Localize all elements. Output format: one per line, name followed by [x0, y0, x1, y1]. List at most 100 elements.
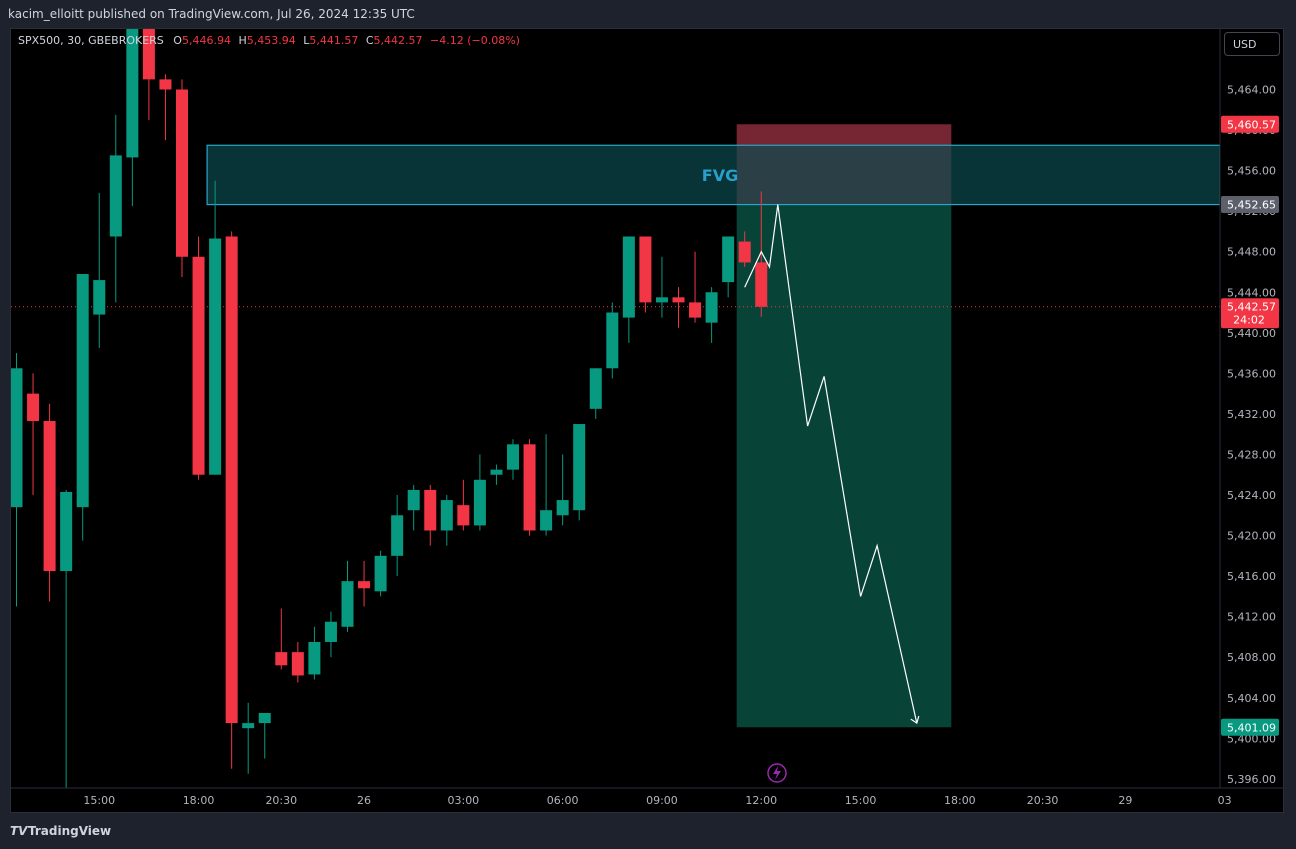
- candle-body: [192, 256, 205, 475]
- candle: [275, 608, 288, 670]
- candle: [689, 251, 702, 323]
- time-tick-label: 15:00: [845, 794, 877, 807]
- candle: [358, 560, 371, 607]
- candle-body: [556, 500, 569, 516]
- candle-body: [93, 280, 106, 315]
- candle-body: [27, 393, 40, 421]
- publisher-header: kacim_elloitt published on TradingView.c…: [0, 0, 1296, 28]
- price-tick-label: 5,448.00: [1227, 246, 1276, 259]
- price-label-badge: 5,460.57: [1221, 115, 1279, 133]
- candle-body: [11, 368, 23, 508]
- price-label-text: 5,452.65: [1227, 199, 1276, 212]
- price-tick-label: 5,464.00: [1227, 84, 1276, 97]
- candle: [573, 424, 586, 521]
- candle-body: [738, 241, 751, 263]
- time-tick-label: 20:30: [265, 794, 297, 807]
- legend-change: −4.12 (−0.08%): [430, 34, 520, 47]
- footer-brand: TradingView: [28, 824, 112, 838]
- time-tick-label: 15:00: [83, 794, 115, 807]
- candle-body: [109, 155, 122, 237]
- candle: [291, 641, 304, 683]
- candle: [705, 287, 718, 343]
- candle-body: [457, 505, 470, 526]
- candle: [93, 192, 106, 349]
- price-tick-label: 5,444.00: [1227, 286, 1276, 299]
- fvg-label: FVG: [702, 166, 738, 185]
- tradingview-logo[interactable]: TVTradingView: [10, 824, 111, 838]
- candle-body: [440, 500, 453, 531]
- candle: [639, 236, 652, 313]
- target-zone: [736, 204, 952, 728]
- time-tick-label: 29: [1118, 794, 1132, 807]
- price-tick-label: 5,412.00: [1227, 611, 1276, 624]
- candle: [176, 79, 188, 278]
- candle: [43, 403, 56, 602]
- candle: [672, 287, 685, 328]
- candle-body: [639, 236, 652, 303]
- candle-body: [258, 712, 271, 724]
- candle-body: [540, 510, 553, 531]
- legend-high-value: 5,453.94: [246, 34, 296, 47]
- candle: [242, 702, 255, 774]
- price-tick-label: 5,404.00: [1227, 692, 1276, 705]
- price-tick-label: 5,416.00: [1227, 570, 1276, 583]
- countdown-label: 24:02: [1233, 314, 1265, 327]
- candle-body: [242, 723, 255, 729]
- candle-body: [275, 652, 288, 666]
- candle: [258, 712, 271, 759]
- candle-body: [473, 479, 486, 526]
- price-tick-label: 5,436.00: [1227, 367, 1276, 380]
- candle: [490, 464, 503, 485]
- candle-body: [622, 236, 635, 318]
- legend-high-label: H: [238, 34, 247, 47]
- candle: [391, 495, 404, 577]
- time-tick-label: 20:30: [1027, 794, 1059, 807]
- candle-body: [523, 444, 536, 531]
- candle: [589, 368, 602, 419]
- candle: [738, 231, 751, 267]
- candle: [11, 353, 23, 607]
- candle: [225, 231, 238, 769]
- candle-body: [209, 238, 222, 475]
- symbol-legend: SPX500, 30, GBEBROKERS O5,446.94 H5,453.…: [18, 34, 520, 47]
- price-label-text: 5,460.57: [1227, 118, 1276, 131]
- price-label-badge: 5,452.65: [1221, 196, 1279, 214]
- time-tick-label: 09:00: [646, 794, 678, 807]
- lightning-icon[interactable]: [767, 763, 787, 783]
- candle: [308, 626, 321, 680]
- candle: [606, 302, 619, 379]
- time-tick-label: 12:00: [745, 794, 777, 807]
- currency-button[interactable]: USD: [1224, 32, 1280, 56]
- candle: [209, 180, 222, 475]
- price-label-text: 5,442.57: [1227, 301, 1276, 314]
- legend-close-value: 5,442.57: [373, 34, 423, 47]
- price-tick-label: 5,432.00: [1227, 408, 1276, 421]
- candle-body: [341, 581, 354, 627]
- price-tick-label: 5,420.00: [1227, 530, 1276, 543]
- price-label-badge: 5,401.09: [1221, 718, 1279, 736]
- candle: [324, 611, 337, 658]
- price-tick-label: 5,428.00: [1227, 448, 1276, 461]
- candle-body: [689, 302, 702, 318]
- candle-body: [126, 29, 139, 158]
- candle: [424, 484, 437, 546]
- time-tick-label: 26: [357, 794, 371, 807]
- legend-open-value: 5,446.94: [181, 34, 231, 47]
- candle-body: [589, 368, 602, 409]
- time-tick-label: 06:00: [547, 794, 579, 807]
- candle: [341, 560, 354, 632]
- candle: [27, 373, 40, 495]
- candle: [142, 29, 155, 120]
- candle-body: [573, 424, 586, 511]
- candle: [556, 454, 569, 526]
- candle: [109, 114, 122, 303]
- price-tick-label: 5,408.00: [1227, 651, 1276, 664]
- candle: [440, 495, 453, 546]
- legend-low-value: 5,441.57: [309, 34, 359, 47]
- candle: [722, 236, 735, 298]
- candle: [473, 454, 486, 531]
- candle: [457, 479, 470, 531]
- fvg-zone[interactable]: [206, 144, 1220, 206]
- candle-body: [755, 262, 768, 307]
